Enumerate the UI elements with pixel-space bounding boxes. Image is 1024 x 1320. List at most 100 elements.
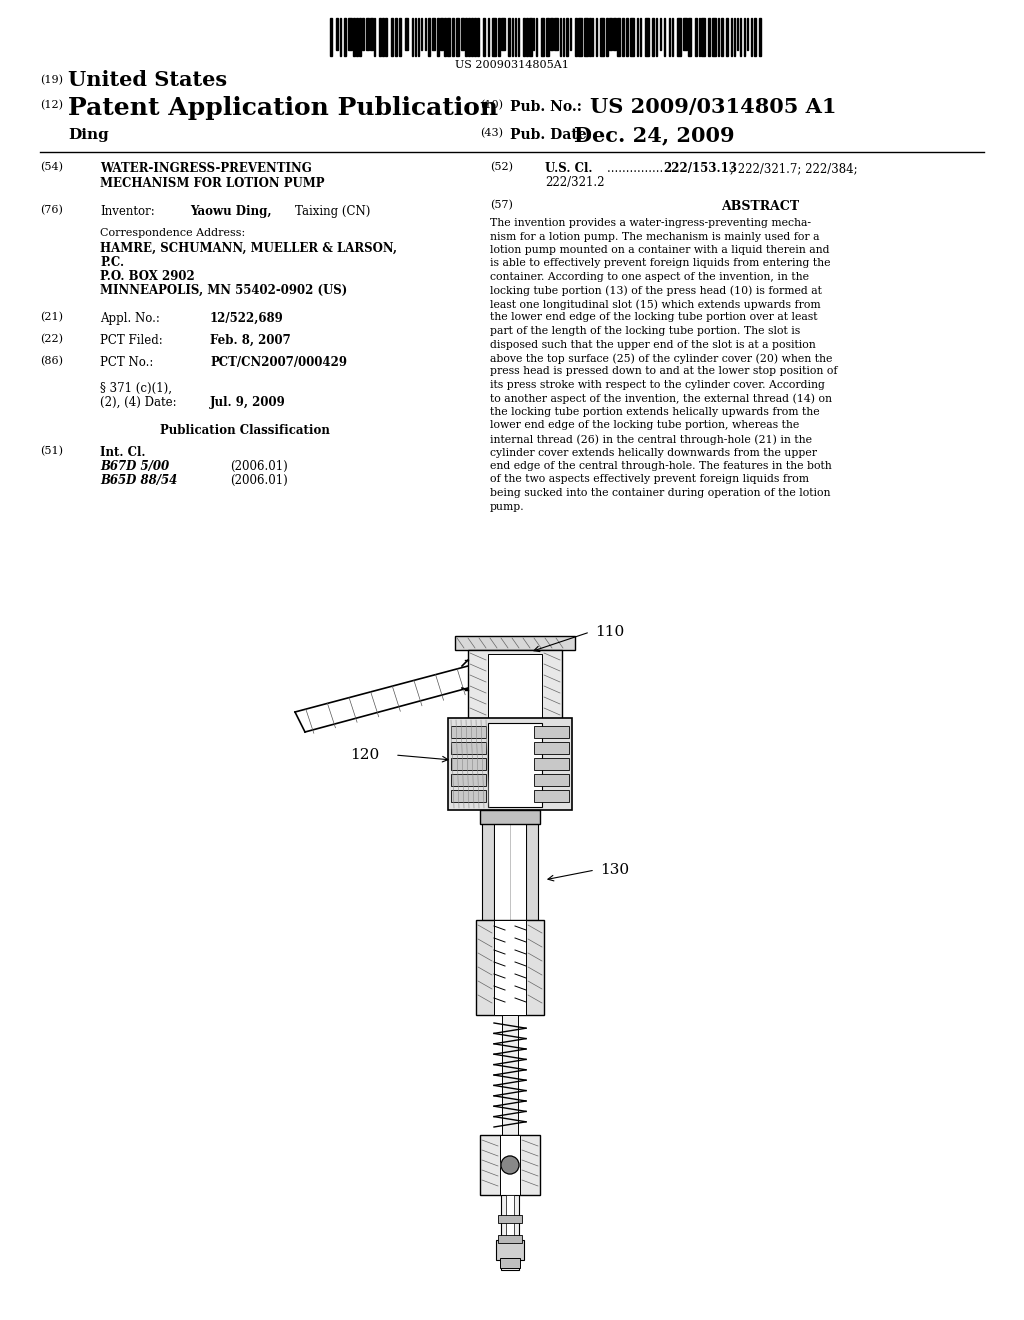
Text: (76): (76): [40, 205, 62, 215]
Text: PCT No.:: PCT No.:: [100, 356, 154, 370]
Bar: [336, 18, 338, 50]
Bar: [725, 18, 728, 55]
Text: Jul. 9, 2009: Jul. 9, 2009: [210, 396, 286, 409]
Bar: [541, 18, 544, 55]
Text: (43): (43): [480, 128, 503, 139]
Bar: [640, 18, 641, 55]
Text: nism for a lotion pump. The mechanism is mainly used for a: nism for a lotion pump. The mechanism is…: [490, 231, 819, 242]
Text: § 371 (c)(1),: § 371 (c)(1),: [100, 381, 172, 395]
Text: container. According to one aspect of the invention, in the: container. According to one aspect of th…: [490, 272, 809, 282]
Bar: [529, 18, 531, 55]
Text: Int. Cl.: Int. Cl.: [100, 446, 145, 459]
Bar: [536, 18, 537, 55]
Bar: [412, 18, 413, 55]
Bar: [415, 18, 416, 55]
Bar: [534, 742, 569, 754]
Bar: [461, 18, 464, 50]
Text: 120: 120: [350, 748, 379, 762]
Text: WATER-INGRESS-PREVENTING: WATER-INGRESS-PREVENTING: [100, 162, 311, 176]
Text: PCT Filed:: PCT Filed:: [100, 334, 163, 347]
Bar: [452, 18, 454, 55]
Text: HAMRE, SCHUMANN, MUELLER & LARSON,: HAMRE, SCHUMANN, MUELLER & LARSON,: [100, 242, 397, 255]
Text: disposed such that the upper end of the slot is at a position: disposed such that the upper end of the …: [490, 339, 816, 350]
Bar: [534, 789, 569, 803]
Text: Appl. No.:: Appl. No.:: [100, 312, 160, 325]
Text: (10): (10): [480, 100, 503, 111]
Bar: [502, 1015, 518, 1135]
Bar: [512, 18, 513, 55]
Bar: [501, 18, 505, 50]
Bar: [569, 18, 571, 50]
Bar: [385, 18, 386, 55]
Bar: [359, 18, 360, 55]
Bar: [471, 18, 472, 55]
Bar: [498, 18, 500, 55]
Bar: [488, 723, 542, 807]
Bar: [437, 18, 438, 55]
Bar: [506, 1195, 514, 1239]
Text: P.O. BOX 2902: P.O. BOX 2902: [100, 271, 195, 282]
Text: (12): (12): [40, 100, 63, 111]
Bar: [498, 1214, 522, 1224]
Bar: [455, 636, 575, 649]
Text: The invention provides a water-ingress-preventing mecha-: The invention provides a water-ingress-p…: [490, 218, 811, 228]
Bar: [477, 18, 478, 55]
Bar: [606, 18, 607, 55]
Text: US 20090314805A1: US 20090314805A1: [455, 59, 569, 70]
Bar: [362, 18, 364, 50]
Bar: [440, 18, 442, 50]
Text: MINNEAPOLIS, MN 55402-0902 (US): MINNEAPOLIS, MN 55402-0902 (US): [100, 284, 347, 297]
Bar: [517, 18, 519, 55]
Text: Yaowu Ding,: Yaowu Ding,: [190, 205, 271, 218]
Bar: [733, 18, 735, 55]
Bar: [655, 18, 657, 55]
Bar: [394, 18, 397, 55]
Bar: [500, 1258, 520, 1269]
Bar: [694, 18, 697, 55]
Bar: [480, 1135, 540, 1195]
Text: lotion pump mounted on a container with a liquid therein and: lotion pump mounted on a container with …: [490, 246, 829, 255]
Text: (19): (19): [40, 75, 63, 86]
Bar: [669, 18, 670, 55]
Bar: [370, 18, 373, 50]
Bar: [366, 18, 369, 50]
Bar: [708, 18, 710, 55]
Bar: [508, 18, 510, 55]
Text: (21): (21): [40, 312, 63, 322]
Bar: [482, 18, 485, 55]
Bar: [353, 18, 354, 55]
Bar: [554, 18, 558, 50]
Text: to another aspect of the invention, the external thread (14) on: to another aspect of the invention, the …: [490, 393, 831, 404]
Text: internal thread (26) in the central through-hole (21) in the: internal thread (26) in the central thro…: [490, 434, 812, 445]
Bar: [468, 649, 562, 722]
Bar: [609, 18, 611, 50]
Bar: [751, 18, 752, 55]
Text: Taixing (CN): Taixing (CN): [295, 205, 371, 218]
Text: the locking tube portion extends helically upwards from the: the locking tube portion extends helical…: [490, 407, 819, 417]
Bar: [677, 18, 681, 55]
Bar: [659, 18, 662, 50]
Bar: [498, 1236, 522, 1243]
Text: 222/321.2: 222/321.2: [545, 176, 604, 189]
Text: 130: 130: [600, 863, 629, 876]
Bar: [546, 18, 549, 55]
Text: (54): (54): [40, 162, 63, 173]
Bar: [526, 18, 527, 55]
Bar: [488, 653, 542, 719]
Bar: [382, 18, 384, 55]
Bar: [474, 18, 475, 55]
Bar: [451, 774, 486, 785]
Bar: [444, 18, 445, 55]
Bar: [451, 789, 486, 803]
Bar: [494, 810, 526, 920]
Text: (2006.01): (2006.01): [230, 459, 288, 473]
Text: (52): (52): [490, 162, 513, 173]
Text: (51): (51): [40, 446, 63, 457]
Bar: [622, 18, 624, 55]
Bar: [736, 18, 738, 50]
Bar: [743, 18, 745, 55]
Bar: [476, 920, 544, 1015]
Bar: [630, 18, 634, 55]
Text: MECHANISM FOR LOTION PUMP: MECHANISM FOR LOTION PUMP: [100, 177, 325, 190]
Bar: [356, 18, 357, 55]
